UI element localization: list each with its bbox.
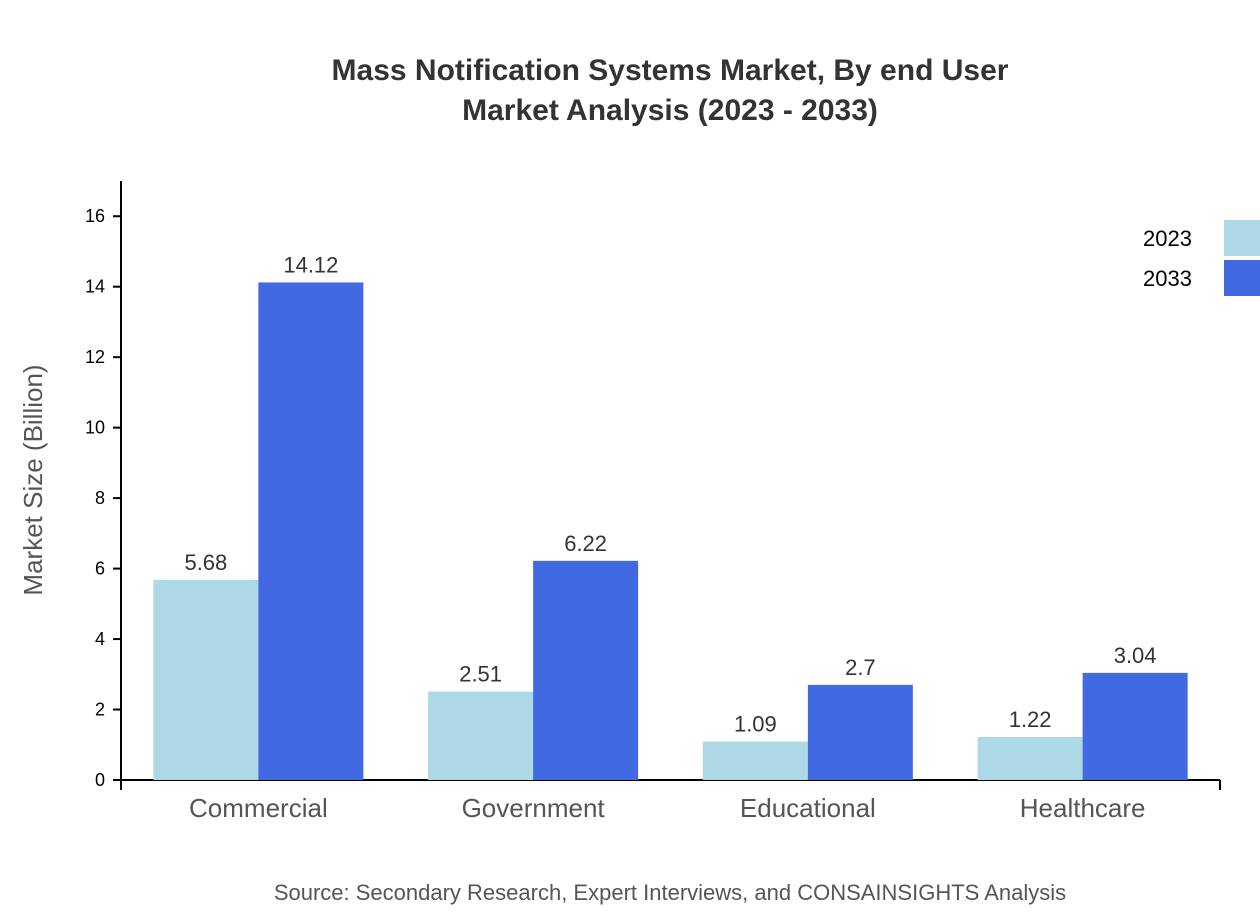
chart-subtitle: Market Analysis (2023 - 2033) xyxy=(462,94,878,127)
y-tick-label: 2 xyxy=(95,700,105,720)
legend-swatch xyxy=(1224,220,1260,256)
y-tick-label: 6 xyxy=(95,559,105,579)
data-label: 14.12 xyxy=(283,252,338,277)
bar-2023 xyxy=(428,691,534,780)
data-label: 2.51 xyxy=(459,662,502,687)
x-tick-label: Educational xyxy=(740,793,876,823)
x-tick-label: Commercial xyxy=(189,793,328,823)
y-tick-label: 4 xyxy=(95,629,105,649)
data-label: 1.22 xyxy=(1009,707,1052,732)
x-tick-label: Government xyxy=(462,793,606,823)
bar-2033 xyxy=(533,560,639,780)
y-tick-label: 12 xyxy=(85,347,105,367)
bar-2023 xyxy=(153,579,259,780)
bar-2033 xyxy=(807,684,913,780)
y-tick-label: 10 xyxy=(85,418,105,438)
data-label: 6.22 xyxy=(564,531,607,556)
legend-label: 2023 xyxy=(1143,226,1192,251)
data-label: 1.09 xyxy=(734,712,777,737)
bar-2023 xyxy=(977,737,1083,780)
legend-swatch xyxy=(1224,260,1260,296)
data-label: 5.68 xyxy=(184,550,227,575)
y-tick-label: 8 xyxy=(95,488,105,508)
data-label: 3.04 xyxy=(1114,643,1157,668)
bar-2033 xyxy=(1082,672,1188,780)
source-note: Source: Secondary Research, Expert Inter… xyxy=(274,880,1066,905)
y-tick-label: 16 xyxy=(85,206,105,226)
bar-2033 xyxy=(258,282,364,780)
legend-label: 2033 xyxy=(1143,266,1192,291)
y-tick-label: 14 xyxy=(85,277,105,297)
x-tick-label: Healthcare xyxy=(1020,793,1146,823)
data-label: 2.7 xyxy=(845,655,876,680)
bar-2023 xyxy=(702,741,808,780)
chart-title: Mass Notification Systems Market, By end… xyxy=(332,54,1009,87)
y-axis-label: Market Size (Billion) xyxy=(18,364,48,595)
y-tick-label: 0 xyxy=(95,770,105,790)
